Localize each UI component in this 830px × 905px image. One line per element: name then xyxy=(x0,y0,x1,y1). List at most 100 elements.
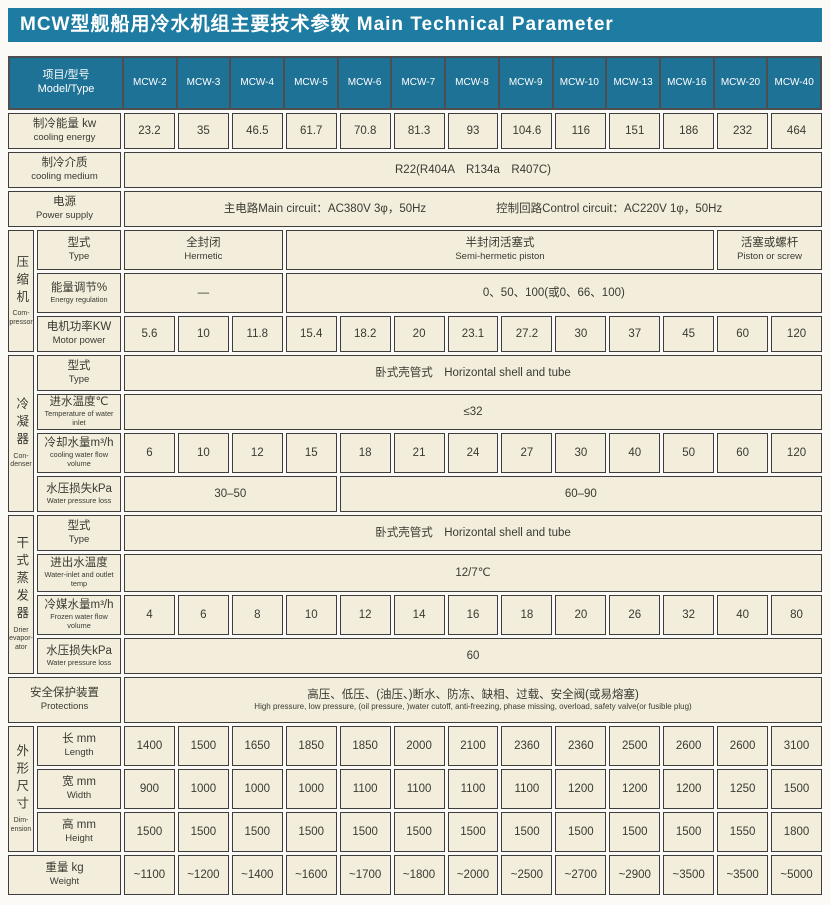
data-cell: 23.1 xyxy=(447,316,499,352)
section-label-zh: 干式蒸发器 xyxy=(14,536,29,624)
cell-value: 全封闭 xyxy=(186,237,221,250)
data-cell: 1800 xyxy=(771,812,822,852)
data-cell: 1400 xyxy=(124,726,175,766)
data-cell: 40 xyxy=(717,595,769,635)
data-cell: 1100 xyxy=(393,769,445,809)
data-cell: 1500 xyxy=(285,812,337,852)
data-cell: 1850 xyxy=(339,726,391,766)
model-header-cell: MCW-5 xyxy=(285,58,337,108)
data-cell: 1200 xyxy=(609,769,661,809)
data-cell: 2500 xyxy=(609,726,661,766)
section-label-en: Con-denser xyxy=(10,453,31,471)
row-label-cell: 冷媒水量m³/h Frozen water flow volume xyxy=(37,595,121,635)
row-label-zh: 水压损失kPa xyxy=(46,482,112,495)
data-cell: 卧式壳管式 Horizontal shell and tube xyxy=(124,515,822,551)
model-header-cell: MCW-40 xyxy=(768,58,820,108)
row-label-zh: 能量调节% xyxy=(50,281,108,294)
data-cell: 1500 xyxy=(339,812,391,852)
row-label-cell: 进出水温度 Water-inlet and outlet temp xyxy=(37,554,121,592)
data-cell: 81.3 xyxy=(393,113,445,149)
data-cell: 1500 xyxy=(555,812,607,852)
row-label-zh: 型式 xyxy=(67,360,91,373)
data-cell: 120 xyxy=(771,433,822,473)
row-label-en: Temperature of water inlet xyxy=(44,409,114,427)
row-label-zh: 型式 xyxy=(67,237,91,250)
data-cell: 1500 xyxy=(393,812,445,852)
row-label-en: cooling medium xyxy=(31,171,98,183)
data-cell: 46.5 xyxy=(231,113,283,149)
cell-subvalue: Hermetic xyxy=(184,251,223,263)
model-header-cell: MCW-4 xyxy=(231,58,284,108)
data-cell: 32 xyxy=(663,595,715,635)
data-cell: 14 xyxy=(393,595,445,635)
row-label-zh: 电源 xyxy=(53,196,76,209)
row-label-zh: 型式 xyxy=(67,520,91,533)
row-label-en: Weight xyxy=(49,876,80,888)
data-cell: ~1400 xyxy=(231,855,283,895)
data-cell: 20 xyxy=(555,595,607,635)
data-cell: 12 xyxy=(339,595,391,635)
data-cell: 1100 xyxy=(447,769,499,809)
data-cell: ~2900 xyxy=(609,855,661,895)
model-header-cell: MCW-13 xyxy=(607,58,659,108)
data-cell: ~3500 xyxy=(663,855,715,895)
row-label-cell: 安全保护装置 Protections xyxy=(8,677,121,723)
section-label-en-line: denser xyxy=(10,461,32,469)
row-label-zh: 电机功率KW xyxy=(46,321,112,334)
data-cell: 活塞或螺杆 Piston or screw xyxy=(717,230,822,270)
data-cell: 37 xyxy=(609,316,661,352)
data-cell: 27 xyxy=(501,433,553,473)
data-cell: 30 xyxy=(555,433,607,473)
data-cell: 1500 xyxy=(231,812,283,852)
cell-value: 高压、低压、(油压、)断水、防冻、缺相、过载、安全阀(或易熔塞) xyxy=(307,689,639,702)
data-cell: ~2500 xyxy=(501,855,553,895)
section-label-en-line: Dim- xyxy=(13,816,29,824)
data-cell: 50 xyxy=(663,433,715,473)
model-header-cell: MCW-10 xyxy=(553,58,606,108)
cell-value: 主电路Main circuit：AC380V 3φ，50Hz xyxy=(223,202,427,215)
section-label-en-line: Com- xyxy=(12,310,30,317)
data-cell: 卧式壳管式 Horizontal shell and tube xyxy=(124,355,822,391)
data-cell: 1500 xyxy=(501,812,553,852)
section-label-en: Com-pressor xyxy=(9,310,32,328)
data-cell: 60 xyxy=(717,433,769,473)
row-label-cell: 型式 Type xyxy=(37,515,121,551)
section-label-en: Drier evapor-ator xyxy=(9,627,33,653)
data-cell: 1250 xyxy=(717,769,769,809)
data-cell: 高压、低压、(油压、)断水、防冻、缺相、过载、安全阀(或易熔塞) High pre… xyxy=(124,677,822,723)
data-cell: 15.4 xyxy=(285,316,337,352)
data-cell: 10 xyxy=(177,316,229,352)
header-label-zh: 项目/型号 xyxy=(42,69,90,82)
data-cell: 2360 xyxy=(501,726,553,766)
row-label-cell: 水压损失kPa Water pressure loss xyxy=(37,638,121,674)
row-label-cell: 进水温度℃ Temperature of water inlet xyxy=(37,394,121,430)
row-label-en: Width xyxy=(66,790,92,802)
data-cell: 1500 xyxy=(771,769,822,809)
data-cell: R22(R404A R134a R407C) xyxy=(124,152,822,188)
data-cell: ~5000 xyxy=(771,855,822,895)
model-header-cell: MCW-9 xyxy=(499,58,552,108)
section-label-en-line: Drier xyxy=(13,626,29,634)
row-label-en: Protections xyxy=(40,701,89,713)
row-label-zh: 冷媒水量m³/h xyxy=(44,599,114,612)
data-cell: 6 xyxy=(177,595,229,635)
data-cell: 2000 xyxy=(393,726,445,766)
row-label-en: Water pressure loss xyxy=(46,495,112,505)
data-cell: 151 xyxy=(609,113,661,149)
row-label-en: Water pressure loss xyxy=(46,657,112,667)
data-cell: 2100 xyxy=(447,726,499,766)
data-cell: — xyxy=(124,273,283,313)
model-header-cell: MCW-7 xyxy=(392,58,445,108)
row-label-en: Type xyxy=(68,374,90,386)
data-cell: 2600 xyxy=(663,726,715,766)
row-label-en: Length xyxy=(64,747,94,759)
row-label-cell: 型式 Type xyxy=(37,355,121,391)
data-cell: ~1200 xyxy=(177,855,229,895)
data-cell: 60 xyxy=(717,316,769,352)
row-label-en: Motor power xyxy=(52,335,106,347)
data-cell: 45 xyxy=(663,316,715,352)
page-title: MCW型舰船用冷水机组主要技术参数 Main Technical Paramet… xyxy=(8,8,822,42)
data-cell: 12/7℃ xyxy=(124,554,822,592)
data-cell: ~1600 xyxy=(285,855,337,895)
